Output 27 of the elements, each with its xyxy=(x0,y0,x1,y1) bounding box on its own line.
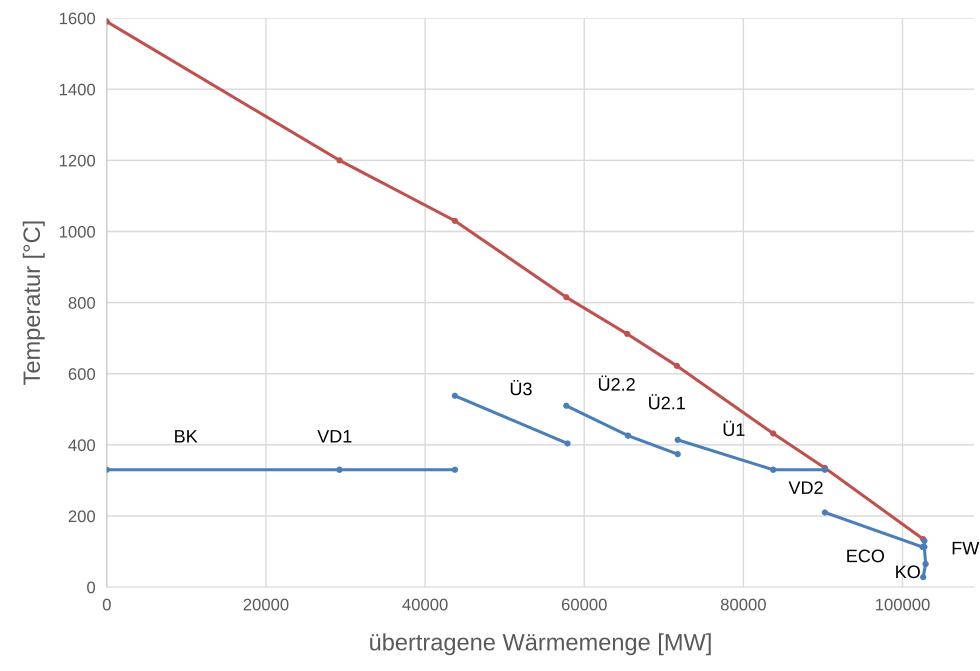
y-tick-label: 1200 xyxy=(60,154,96,167)
x-tick-label: 60000 xyxy=(562,598,607,610)
series-label: FW xyxy=(952,542,980,554)
y-tick-label: 1000 xyxy=(60,226,96,238)
y-tick-label: 1600 xyxy=(60,12,96,24)
y-axis-title: Temperatur [°C] xyxy=(22,222,45,385)
x-tick-label: 20000 xyxy=(244,598,288,610)
series-label: VD1 xyxy=(317,430,352,442)
series-label: ECO xyxy=(847,550,884,562)
series-label: KO xyxy=(896,565,920,578)
x-tick-label: 80000 xyxy=(720,598,766,610)
y-tick-label: 400 xyxy=(68,439,96,452)
series-label: BK xyxy=(175,430,198,442)
series-label: Ü2.1 xyxy=(649,394,685,410)
x-axis-title: übertragene Wärmemenge [MW] xyxy=(370,633,711,656)
series-label: Ü1 xyxy=(724,420,744,436)
series-label: Ü3 xyxy=(510,380,532,396)
y-tick-label: 800 xyxy=(68,297,96,309)
y-tick-label: 1400 xyxy=(60,84,96,96)
x-tick-label: 0 xyxy=(102,598,111,610)
y-tick-label: 0 xyxy=(87,582,96,594)
y-tick-label: 200 xyxy=(68,510,96,522)
series-label: VD2 xyxy=(788,481,823,494)
series-label: Ü2.2 xyxy=(598,376,635,391)
x-tick-label: 100000 xyxy=(876,598,930,610)
y-tick-label: 600 xyxy=(68,368,96,380)
x-tick-label: 40000 xyxy=(402,598,448,610)
